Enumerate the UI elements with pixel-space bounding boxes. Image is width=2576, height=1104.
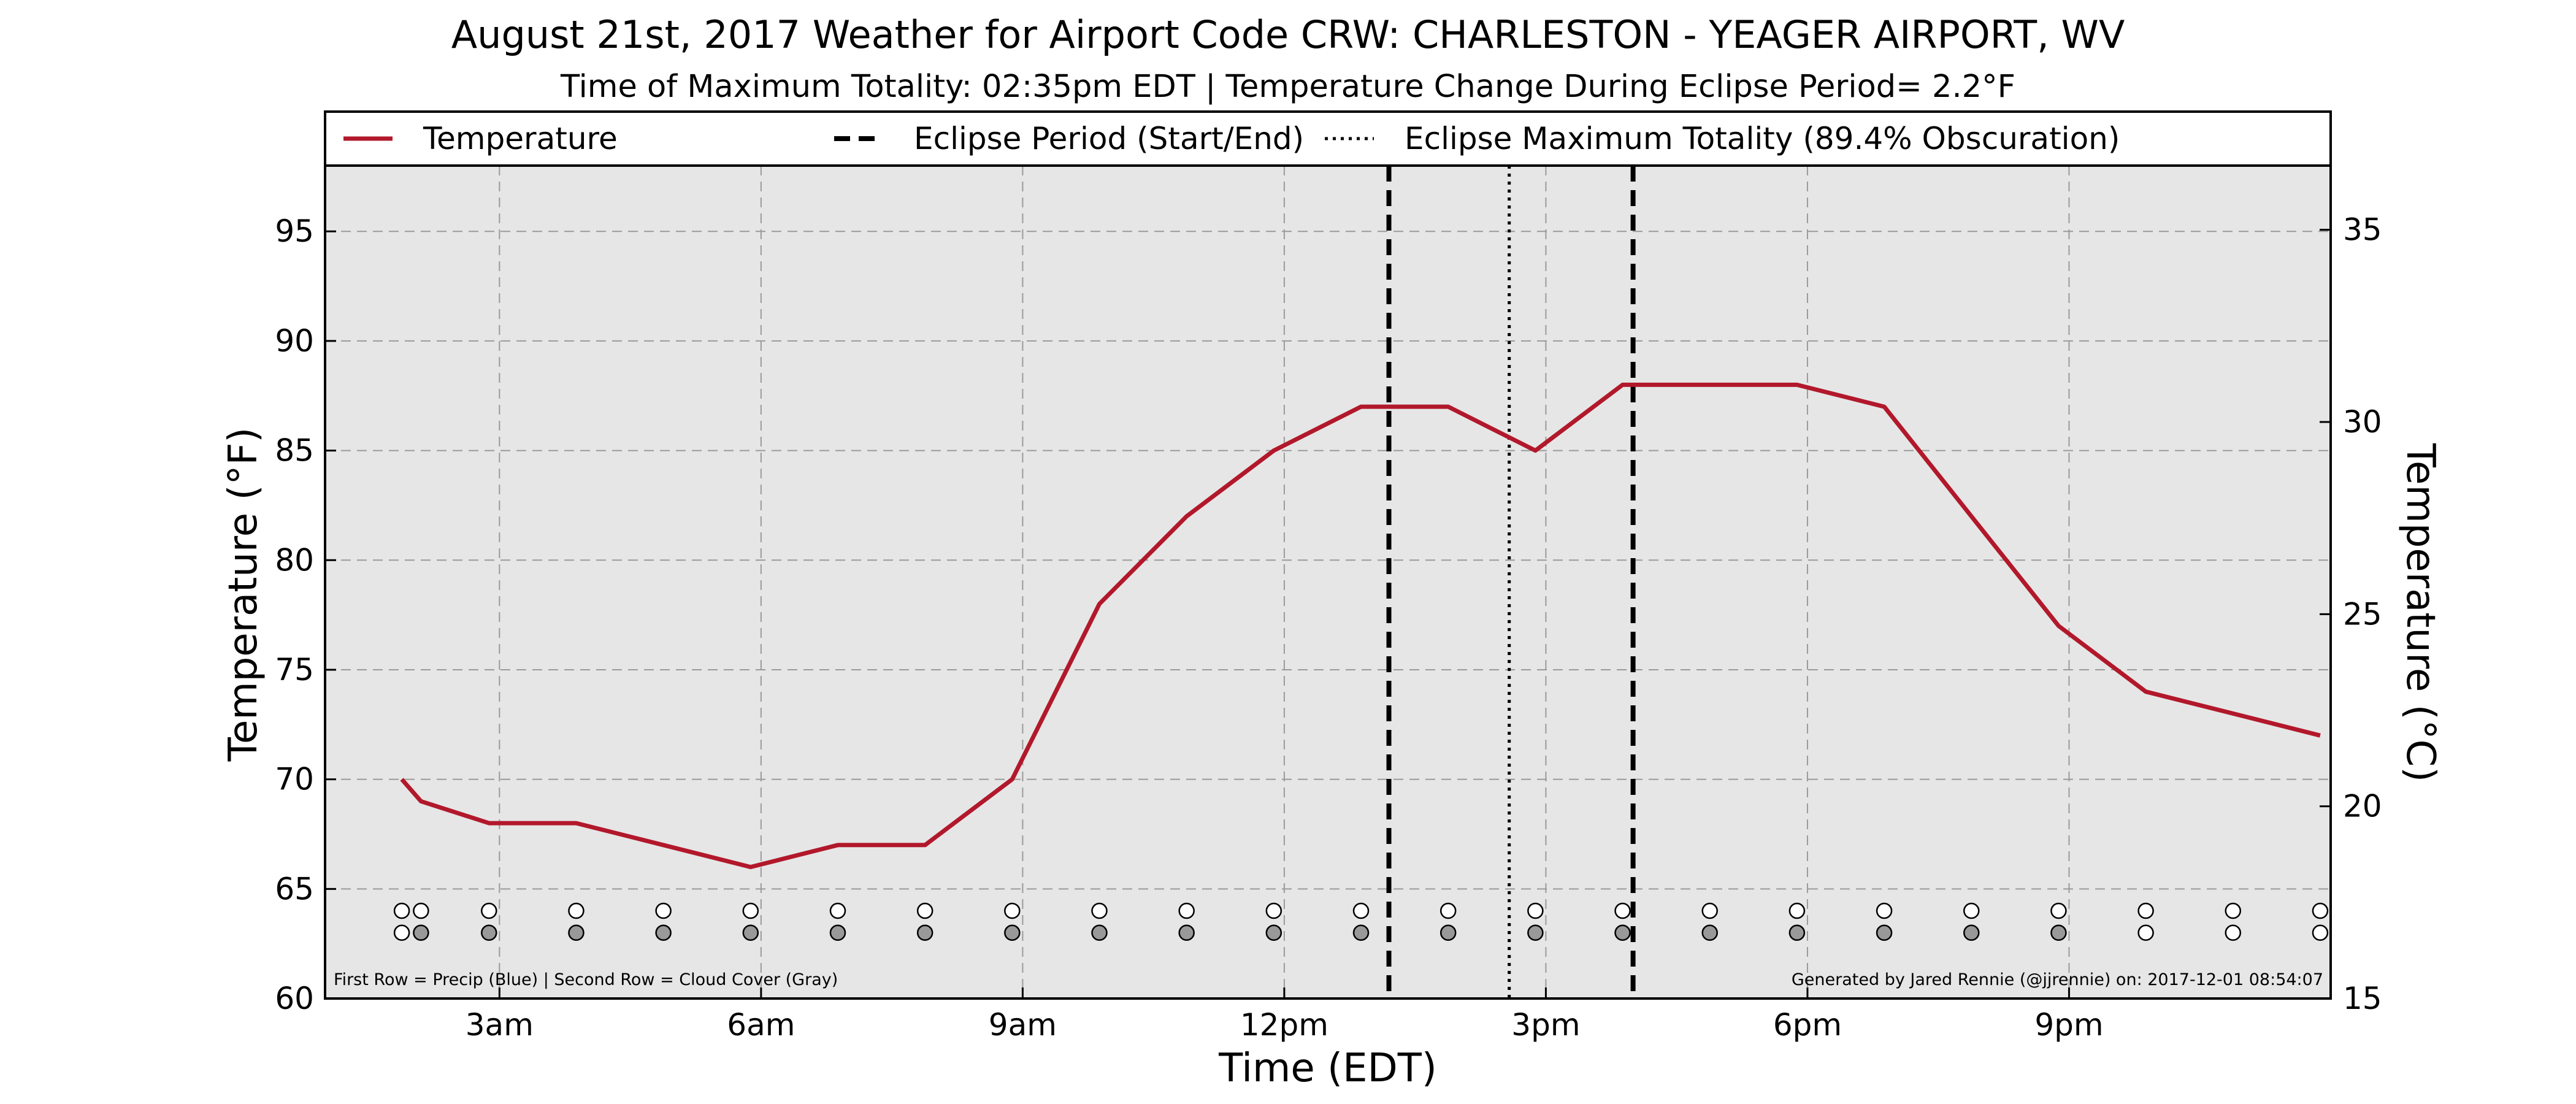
x-axis-label: Time (EDT) — [1218, 1046, 1437, 1091]
cloud-cover-marker — [1004, 924, 1021, 941]
cloud-cover-marker — [1527, 924, 1544, 941]
precip-marker — [1788, 902, 1806, 919]
plot-frame — [324, 164, 2332, 1000]
cloud-cover-marker — [2312, 924, 2329, 941]
precip-marker — [413, 902, 429, 919]
cloud-cover-marker — [1701, 924, 1718, 941]
precip-marker — [1352, 902, 1370, 919]
cloud-cover-marker — [1439, 924, 1457, 941]
precip-marker — [481, 902, 497, 919]
precip-marker — [829, 902, 846, 919]
legend-label: Temperature — [423, 121, 618, 156]
cloud-cover-marker — [1614, 924, 1631, 941]
precip-marker — [742, 902, 759, 919]
cloud-cover-marker — [1265, 924, 1282, 941]
cloud-cover-marker — [1178, 924, 1195, 941]
x-tick-label: 9am — [989, 1007, 1057, 1043]
precip-marker — [1614, 902, 1631, 919]
cloud-cover-marker — [916, 924, 933, 941]
x-tick-label: 6am — [727, 1007, 795, 1043]
precip-marker — [1701, 902, 1718, 919]
footnote-right: Generated by Jared Rennie (@jjrennie) on… — [1792, 970, 2323, 989]
x-tick-label: 6pm — [1773, 1007, 1842, 1043]
cloud-cover-marker — [2137, 924, 2154, 941]
y-right-tick-label: 20 — [2343, 789, 2382, 824]
precip-marker — [1876, 902, 1893, 919]
legend-label: Eclipse Period (Start/End) — [914, 121, 1304, 156]
cloud-cover-marker — [481, 924, 497, 941]
precip-marker — [1527, 902, 1544, 919]
precip-marker — [1265, 902, 1282, 919]
precip-marker — [2225, 902, 2242, 919]
y-tick-label: 75 — [275, 652, 314, 688]
cloud-cover-marker — [1352, 924, 1370, 941]
legend: Temperature Eclipse Period (Start/End) Ecl… — [324, 110, 2332, 167]
cloud-cover-marker — [2050, 924, 2067, 941]
chart-subtitle: Time of Maximum Totality: 02:35pm EDT | … — [560, 69, 2015, 105]
y-axis-label: Temperature (°F) — [221, 427, 266, 762]
cloud-cover-marker — [413, 924, 429, 941]
x-tick-label: 9pm — [2034, 1007, 2103, 1043]
x-tick-label: 3pm — [1511, 1007, 1580, 1043]
footnote-left: First Row = Precip (Blue) | Second Row =… — [334, 970, 838, 989]
cloud-cover-marker — [1963, 924, 1980, 941]
x-tick-label: 12pm — [1240, 1007, 1328, 1043]
precip-marker — [1004, 902, 1021, 919]
y-tick-label: 70 — [275, 762, 314, 797]
y-right-tick-label: 15 — [2343, 981, 2382, 1016]
precip-marker — [2312, 902, 2329, 919]
plot-area: First Row = Precip (Blue) | Second Row =… — [221, 164, 2443, 1091]
cloud-cover-marker — [655, 924, 672, 941]
legend-label: Eclipse Maximum Totality (89.4% Obscurat… — [1405, 121, 2120, 156]
plot-background — [325, 166, 2331, 999]
y-tick-label: 80 — [275, 542, 314, 578]
y-tick-label: 65 — [275, 871, 314, 907]
cloud-cover-marker — [1788, 924, 1806, 941]
precip-marker — [655, 902, 672, 919]
cloud-cover-marker — [2225, 924, 2242, 941]
cloud-cover-marker — [829, 924, 846, 941]
precip-marker — [1439, 902, 1457, 919]
y-right-tick-label: 30 — [2343, 404, 2382, 440]
precip-marker — [1963, 902, 1980, 919]
precip-marker — [568, 902, 585, 919]
y-tick-label: 95 — [275, 213, 314, 249]
temperature-line — [400, 382, 2321, 870]
cloud-cover-marker — [1876, 924, 1893, 941]
precip-marker — [2137, 902, 2154, 919]
y-right-tick-label: 35 — [2343, 212, 2382, 248]
precip-marker — [1091, 902, 1108, 919]
y-tick-label: 85 — [275, 433, 314, 469]
chart-title: August 21st, 2017 Weather for Airport Co… — [451, 12, 2125, 57]
cloud-cover-marker — [568, 924, 585, 941]
y-tick-label: 60 — [275, 981, 314, 1016]
cloud-cover-marker — [1091, 924, 1108, 941]
precip-marker — [393, 902, 410, 919]
precip-marker — [1178, 902, 1195, 919]
cloud-cover-marker — [393, 924, 410, 941]
x-tick-label: 3am — [466, 1007, 534, 1043]
precip-marker — [916, 902, 933, 919]
y-axis-label-right: Temperature (°C) — [2398, 443, 2443, 782]
y-right-tick-label: 25 — [2343, 596, 2382, 632]
cloud-cover-marker — [742, 924, 759, 941]
precip-marker — [2050, 902, 2067, 919]
y-tick-label: 90 — [275, 323, 314, 359]
